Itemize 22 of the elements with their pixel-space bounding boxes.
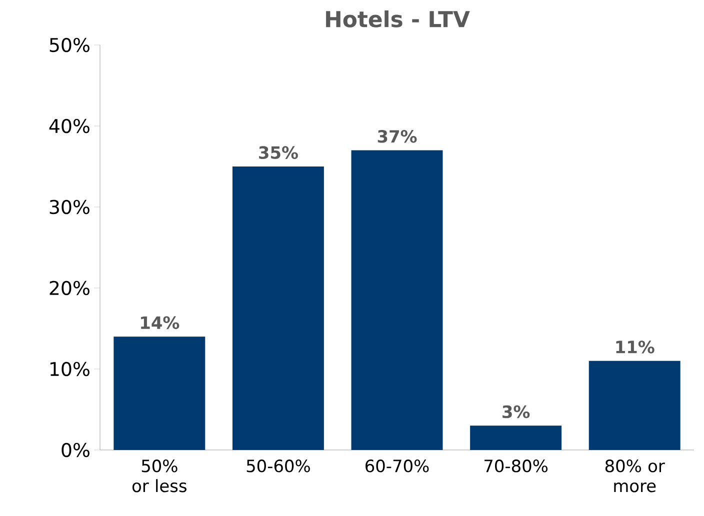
y-tick-label: 50% [50, 38, 90, 52]
x-tick-label: 70-80% [484, 459, 548, 472]
data-label: 35% [259, 146, 298, 159]
chart-title: Hotels - LTV [326, 10, 470, 28]
y-tick-label: 20% [50, 280, 90, 296]
bar [114, 336, 206, 450]
bar [470, 426, 562, 450]
x-tick-label: 50% or less [132, 459, 186, 492]
data-label: 14% [141, 316, 180, 330]
y-tick-label: 40% [49, 118, 90, 134]
y-tick-label: 30% [50, 200, 90, 214]
data-label: 11% [616, 340, 654, 354]
y-tick-label: 10% [50, 362, 90, 376]
bar [351, 150, 443, 450]
x-tick-label: 80% or more [605, 459, 665, 492]
data-label: 3% [502, 405, 530, 418]
x-tick-label: 60-70% [366, 459, 429, 472]
data-label: 37% [378, 130, 417, 143]
bar [588, 360, 680, 450]
x-tick-label: 50-60% [246, 459, 310, 472]
bar [232, 166, 324, 450]
y-tick-label: 0% [62, 442, 90, 458]
